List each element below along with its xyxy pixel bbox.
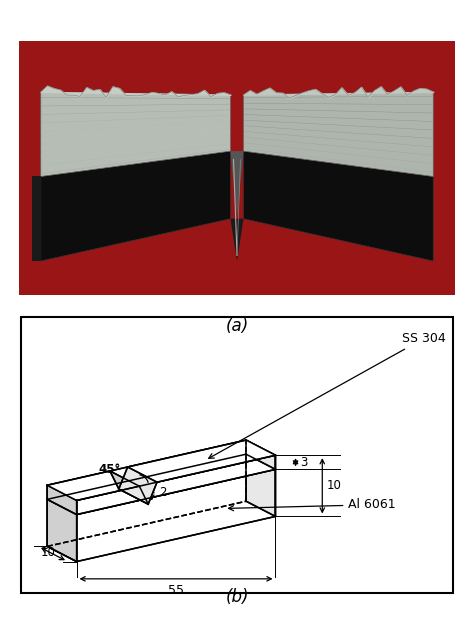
Text: 3: 3	[300, 456, 307, 469]
Text: Al 6061: Al 6061	[228, 498, 396, 511]
Text: 55: 55	[168, 585, 184, 597]
Polygon shape	[41, 92, 230, 176]
Polygon shape	[47, 485, 77, 515]
Text: 10: 10	[40, 546, 55, 559]
Polygon shape	[246, 440, 275, 469]
Text: SS 304: SS 304	[209, 332, 446, 458]
Polygon shape	[47, 500, 77, 562]
Polygon shape	[77, 469, 275, 562]
Polygon shape	[246, 454, 275, 517]
Polygon shape	[128, 440, 275, 482]
Bar	[32, 176, 41, 261]
Polygon shape	[47, 440, 275, 500]
Polygon shape	[41, 151, 230, 261]
Text: (b): (b)	[225, 588, 249, 605]
Text: (a): (a)	[225, 318, 249, 335]
Polygon shape	[119, 467, 157, 504]
Polygon shape	[230, 219, 244, 261]
Text: 10: 10	[327, 479, 342, 493]
Polygon shape	[110, 471, 148, 504]
Text: 45°: 45°	[98, 463, 120, 476]
Polygon shape	[77, 455, 275, 515]
Polygon shape	[47, 454, 275, 515]
Polygon shape	[230, 151, 244, 219]
Polygon shape	[244, 92, 433, 176]
Polygon shape	[244, 151, 433, 261]
Text: 2: 2	[159, 486, 167, 499]
Polygon shape	[47, 471, 139, 500]
